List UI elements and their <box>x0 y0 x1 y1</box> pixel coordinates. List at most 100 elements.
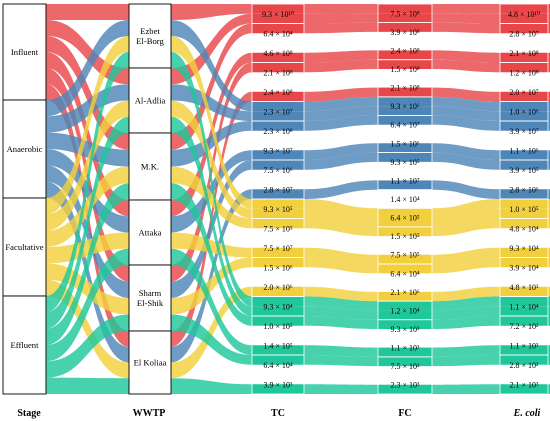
tc-value-6: 2.3 × 10⁷ <box>263 107 293 116</box>
fc-value-10: 1.1 × 10⁷ <box>390 176 420 185</box>
tc-band-fill <box>252 189 304 199</box>
ecoli-band-fill <box>500 62 550 73</box>
tc-band-fill <box>252 208 304 219</box>
tc-band-fill <box>252 316 304 326</box>
fc-band-fill <box>378 301 432 311</box>
tc-value-19: 6.4 × 10⁴ <box>263 361 293 370</box>
ecoli-value-3: 2.1 × 10⁸ <box>509 49 539 58</box>
tc-value-20: 3.9 × 10³ <box>264 380 294 389</box>
ecoli-value-7: 3.9 × 10⁷ <box>509 127 539 136</box>
fc-value-8: 1.5 × 10⁶ <box>390 139 420 148</box>
fc-band-fill <box>378 310 432 320</box>
flow-facultative-2 <box>46 100 500 231</box>
flow-anaerobic-1 <box>46 20 500 117</box>
flow-ribbons <box>46 4 550 394</box>
tc-value-15: 2.0 × 10⁶ <box>263 283 293 292</box>
tc-band-fill <box>252 91 304 102</box>
tc-band-fill <box>252 4 304 14</box>
tc-band-fill <box>252 247 304 258</box>
tc-band-fill <box>252 345 304 355</box>
ecoli-value-8: 1.1 × 10⁶ <box>509 146 539 155</box>
fc-band-fill <box>378 180 432 190</box>
ecoli-value-12: 4.8 × 10⁴ <box>509 224 539 233</box>
fc-band-fill <box>378 291 432 302</box>
fc-value-17: 1.2 × 10⁴ <box>390 306 420 315</box>
axis-label-ecoli: E. coli <box>513 408 541 419</box>
tc-band-fill <box>252 111 304 121</box>
fc-value-4: 1.5 × 10⁸ <box>390 65 420 74</box>
flow-influent-1 <box>46 4 500 20</box>
node-boxes: Influent Anaerobic Facultative Effluent Ezbe… <box>2 3 549 395</box>
tc-band-fill <box>252 121 304 131</box>
ecoli-value-13: 9.3 × 10⁴ <box>509 244 539 253</box>
tc-band-fill <box>252 296 304 307</box>
flow-effluent-6 <box>46 377 500 394</box>
tc-band-fill <box>252 355 304 365</box>
ecoli-band-fill <box>500 257 550 268</box>
wwtp-label-5: Sharm El-Shik <box>137 288 164 308</box>
ecoli-value-17: 7.2 × 10² <box>510 322 540 331</box>
fc-band-fill <box>378 384 432 394</box>
ecoli-band-fill <box>500 101 550 112</box>
fc-value-6: 9.3 × 10⁶ <box>390 102 420 111</box>
ecoli-value-18: 1.1 × 10³ <box>510 341 540 350</box>
fc-band-fill <box>378 50 432 60</box>
fc-band-fill <box>378 264 432 274</box>
wwtp-node-2 <box>128 67 172 134</box>
ecoli-band-fill <box>500 91 550 102</box>
fc-value-21: 2.3 × 10³ <box>391 381 421 390</box>
stage-node-facultative <box>2 197 47 297</box>
tc-band-fill <box>252 218 304 229</box>
axis-label-stage: Stage <box>17 408 41 419</box>
ecoli-band-fill <box>500 218 550 229</box>
fc-value-18: 9.3 × 10³ <box>391 325 421 334</box>
stage-label-anaerobic: Anaerobic <box>7 144 43 154</box>
ecoli-band-fill <box>500 296 550 307</box>
tc-band-fill <box>252 306 304 316</box>
stage-label-effluent: Effluent <box>10 340 39 350</box>
fc-value-20: 7.5 × 10² <box>391 362 421 371</box>
ecoli-value-6: 1.0 × 10⁶ <box>509 107 539 116</box>
ecoli-band-fill <box>500 247 550 258</box>
tc-value-12: 7.5 × 10⁵ <box>263 224 293 233</box>
fc-band-fill <box>378 319 432 329</box>
tc-value-10: 2.8 × 10⁷ <box>263 185 293 194</box>
axis-label-wwtp: WWTP <box>133 408 166 419</box>
tc-value-18: 1.4 × 10⁵ <box>263 341 293 350</box>
wwtp-node-1 <box>128 3 172 69</box>
stage-node-anaerobic <box>2 99 47 199</box>
ecoli-band-fill <box>500 52 550 63</box>
tc-value-5: 2.4 × 10⁸ <box>263 88 293 97</box>
ecoli-band-fill <box>500 316 550 326</box>
ecoli-value-9: 3.9 × 10⁵ <box>509 166 539 175</box>
fc-band-fill <box>378 254 432 264</box>
tc-value-2: 6.4 × 10⁴ <box>263 29 293 38</box>
wwtp-label-2: Al-Adlia <box>135 96 166 106</box>
wwtp-label-3: M.K. <box>141 162 159 172</box>
ecoli-band-fill <box>500 160 550 170</box>
ecoli-value-16: 1.1 × 10⁴ <box>509 302 539 311</box>
ecoli-band-fill <box>500 23 550 34</box>
fc-value-3: 2.4 × 10⁸ <box>390 46 420 55</box>
ecoli-band-fill <box>500 384 550 394</box>
tc-value-13: 7.5 × 10⁷ <box>263 244 293 253</box>
axis-label-fc: FC <box>398 408 411 419</box>
ecoli-value-14: 3.9 × 10⁴ <box>509 263 539 272</box>
ecoli-value-20: 2.1 × 10³ <box>510 380 540 389</box>
fc-value-5: 2.1 × 10⁸ <box>390 84 420 93</box>
tc-band-fill <box>252 52 304 63</box>
fc-node-21 <box>377 375 433 395</box>
fc-value-9: 9.3 × 10⁵ <box>390 158 420 167</box>
ecoli-band-fill <box>500 208 550 219</box>
fc-band-fill <box>378 115 432 125</box>
tc-band-fill <box>252 384 304 394</box>
axis-labels: Stage WWTP TC FC E. coli <box>17 408 540 419</box>
wwtp-node-5 <box>128 264 172 332</box>
fc-band-fill <box>378 152 432 162</box>
fc-band-fill <box>378 22 432 32</box>
tc-band-fill <box>252 150 304 160</box>
ecoli-band-fill <box>500 111 550 121</box>
fc-band-fill <box>378 217 432 227</box>
fc-value-12: 6.4 × 10⁵ <box>390 214 420 223</box>
